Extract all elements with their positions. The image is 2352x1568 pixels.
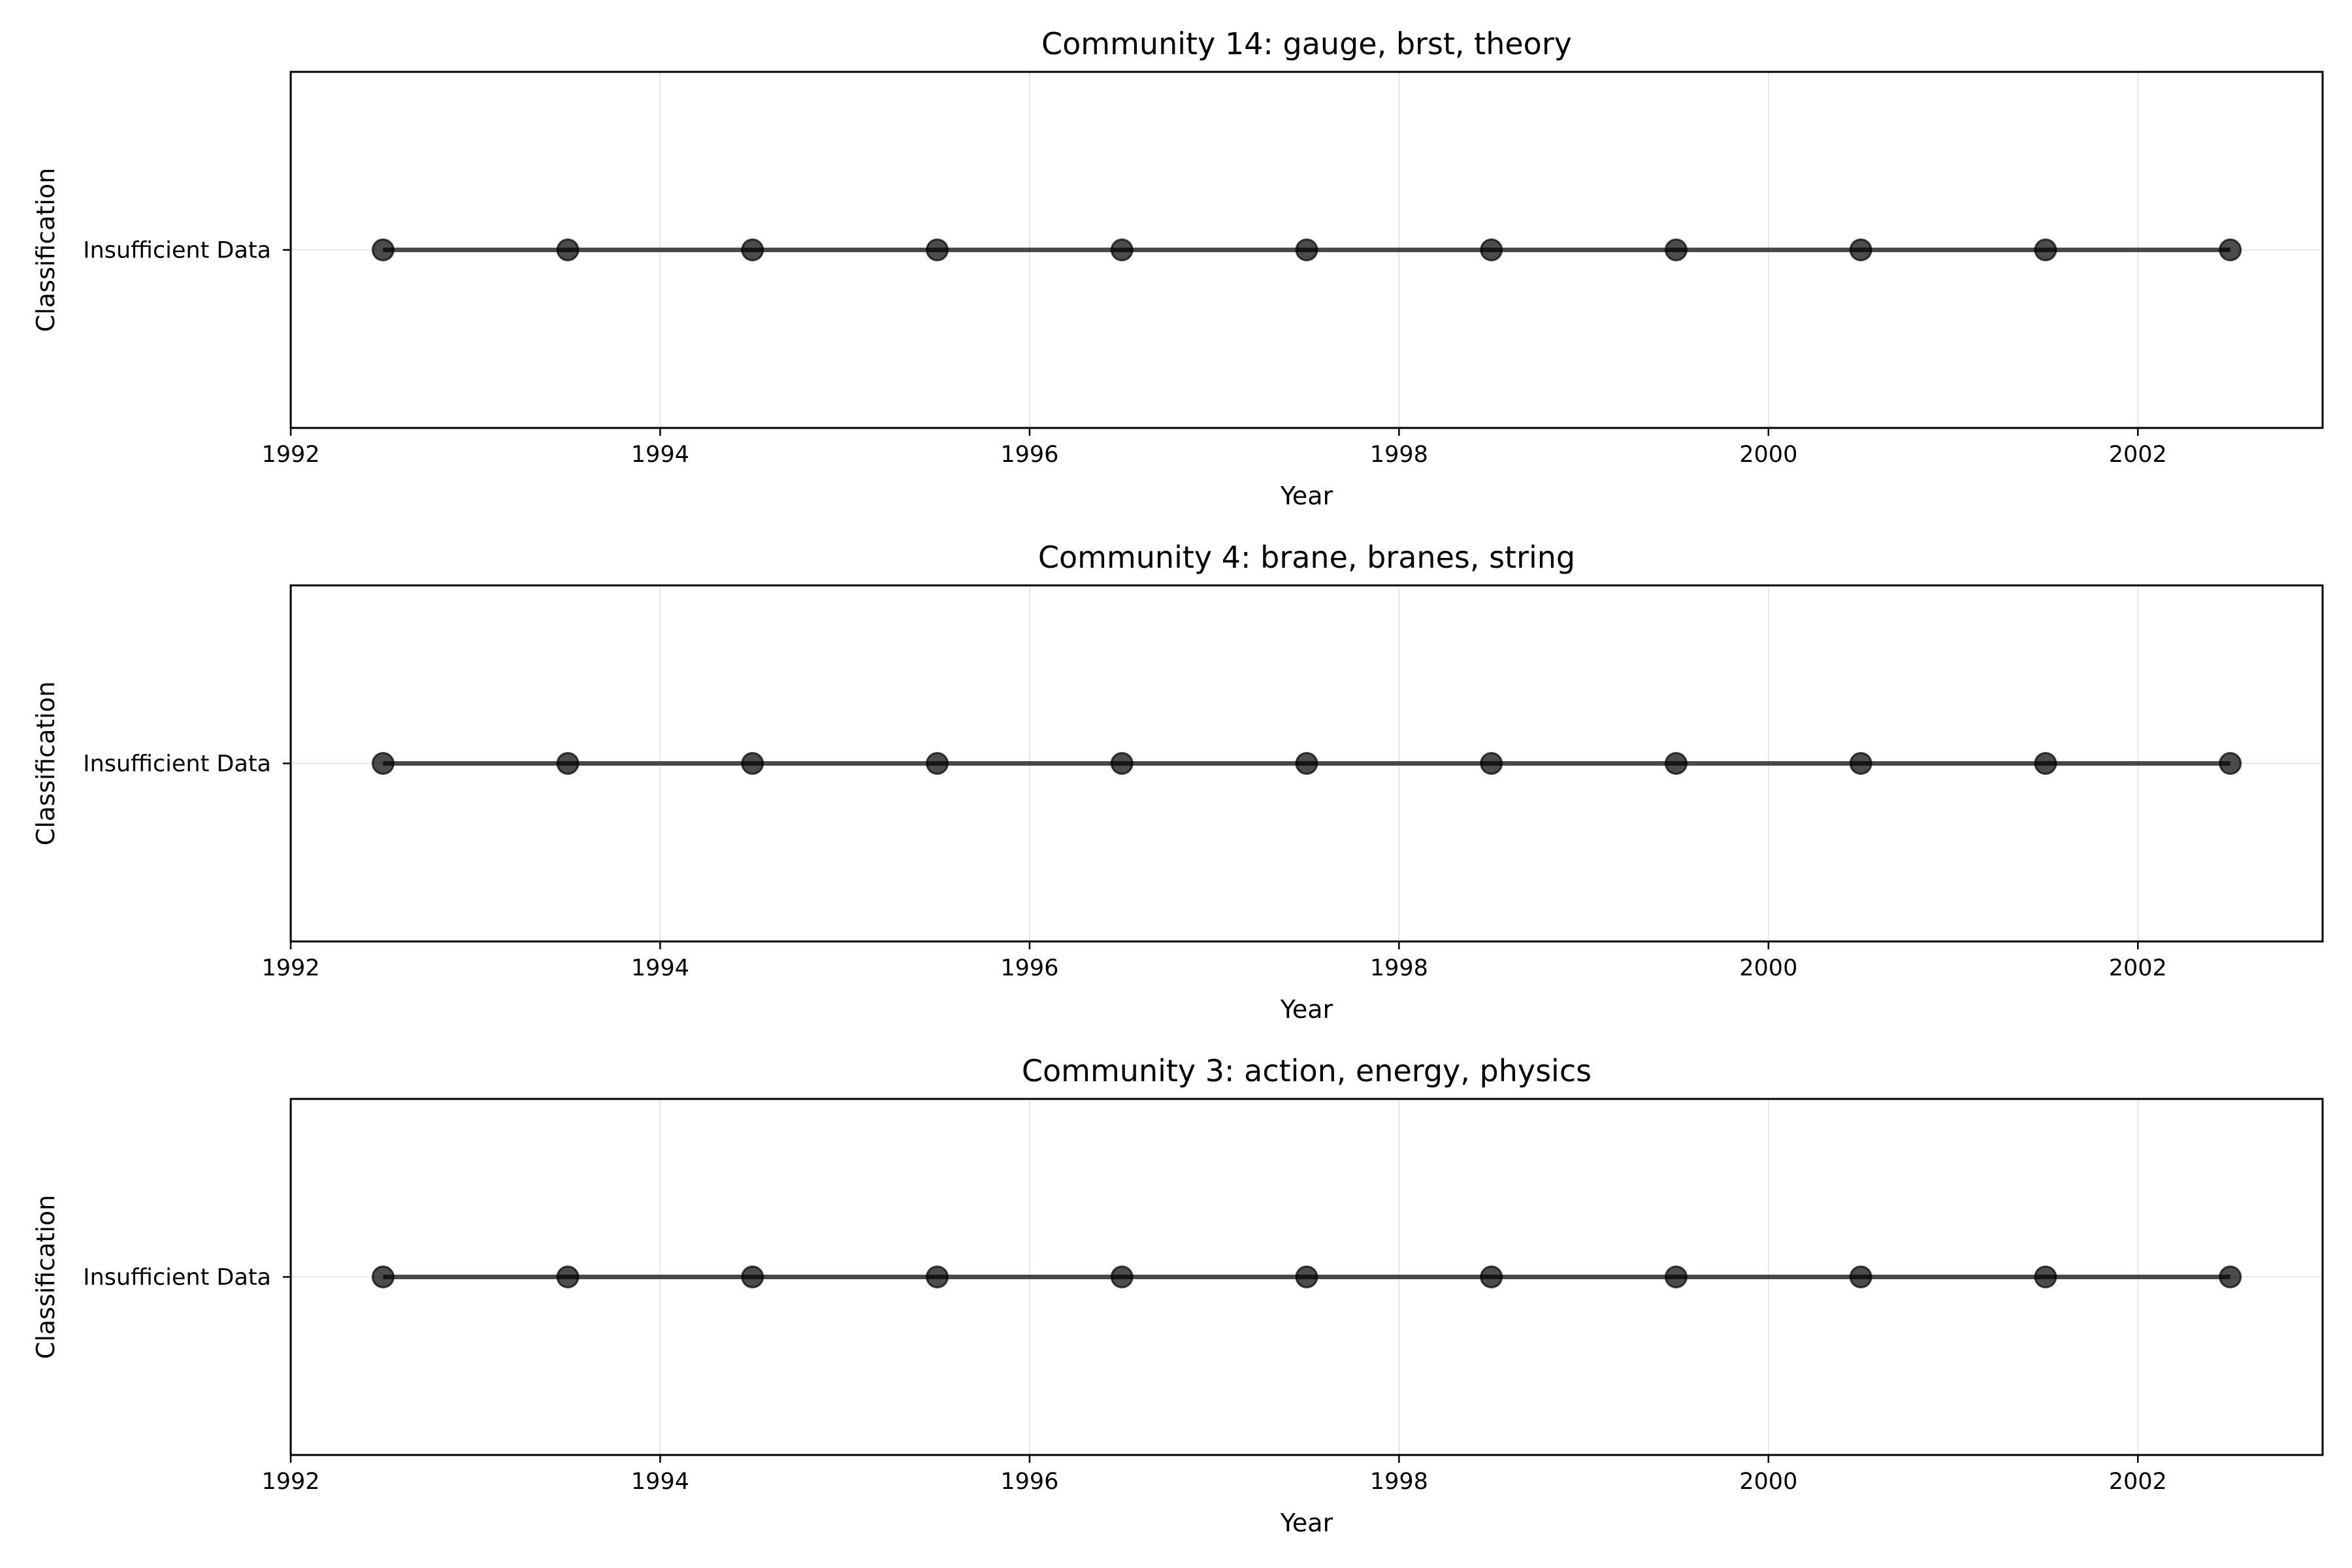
y-tick-label: Insufficient Data (83, 238, 271, 264)
data-point (926, 752, 949, 775)
plot-frame (289, 1098, 2324, 1456)
data-point (371, 238, 395, 261)
data-point (371, 752, 395, 775)
data-point (2219, 752, 2242, 775)
chart-panel-2: Community 4: brane, branes, string 1992 19… (31, 540, 2324, 1024)
data-point (1849, 1266, 1872, 1288)
data-point (1110, 238, 1134, 261)
data-point (1110, 752, 1134, 775)
chart-panel-1: Community 14: gauge, brst, theory 1992 199… (31, 26, 2324, 510)
x-tick-label: 1994 (631, 442, 689, 468)
x-tick-label: 2000 (1739, 442, 1797, 468)
chart-title: Community 14: gauge, brst, theory (1041, 26, 1572, 61)
data-point (2034, 752, 2057, 775)
data-point (556, 1266, 580, 1288)
x-tick-label: 1992 (261, 1469, 319, 1495)
plot-frame (289, 71, 2324, 429)
data-point (741, 1266, 764, 1288)
x-axis-label: Year (1280, 482, 1333, 510)
data-point (2034, 1266, 2057, 1288)
y-tick-label: Insufficient Data (83, 751, 271, 777)
x-tick-label: 2000 (1739, 955, 1797, 981)
x-tick-label: 2002 (2109, 442, 2167, 468)
x-tick-label: 1994 (631, 1469, 689, 1495)
y-axis-label: Classification (31, 168, 60, 332)
x-tick-label: 2002 (2109, 1469, 2167, 1495)
x-tick-label: 1992 (261, 955, 319, 981)
data-point (1480, 238, 1503, 261)
data-point (926, 1266, 949, 1288)
data-point (556, 752, 580, 775)
data-point (1664, 752, 1688, 775)
data-point (2219, 1266, 2242, 1288)
data-point (1480, 1266, 1503, 1288)
x-tick-label: 1992 (261, 442, 319, 468)
chart-title: Community 4: brane, branes, string (1038, 540, 1575, 575)
data-point (741, 752, 764, 775)
data-point (1110, 1266, 1134, 1288)
y-axis-label: Classification (31, 1195, 60, 1359)
data-point (2034, 238, 2057, 261)
chart-panel-3: Community 3: action, energy, physics 1992… (31, 1053, 2324, 1537)
plot-frame (289, 584, 2324, 943)
x-tick-label: 1998 (1370, 955, 1428, 981)
data-point (1849, 752, 1872, 775)
x-tick-label: 1996 (1000, 442, 1058, 468)
data-point (2219, 238, 2242, 261)
data-point (1664, 238, 1688, 261)
y-tick-label: Insufficient Data (83, 1265, 271, 1291)
x-tick-label: 1994 (631, 955, 689, 981)
data-point (1295, 1266, 1318, 1288)
x-axis-label: Year (1280, 1509, 1333, 1537)
data-point (1295, 238, 1318, 261)
data-point (1664, 1266, 1688, 1288)
data-point (371, 1266, 395, 1288)
x-axis-label: Year (1280, 995, 1333, 1024)
data-point (1480, 752, 1503, 775)
data-point (556, 238, 580, 261)
data-point (1849, 238, 1872, 261)
x-tick-label: 1998 (1370, 442, 1428, 468)
x-tick-label: 1996 (1000, 1469, 1058, 1495)
data-point (926, 238, 949, 261)
y-axis-label: Classification (31, 681, 60, 845)
x-tick-label: 2000 (1739, 1469, 1797, 1495)
x-tick-label: 1998 (1370, 1469, 1428, 1495)
x-tick-label: 2002 (2109, 955, 2167, 981)
chart-title: Community 3: action, energy, physics (1022, 1053, 1592, 1088)
x-tick-label: 1996 (1000, 955, 1058, 981)
data-point (1295, 752, 1318, 775)
data-point (741, 238, 764, 261)
